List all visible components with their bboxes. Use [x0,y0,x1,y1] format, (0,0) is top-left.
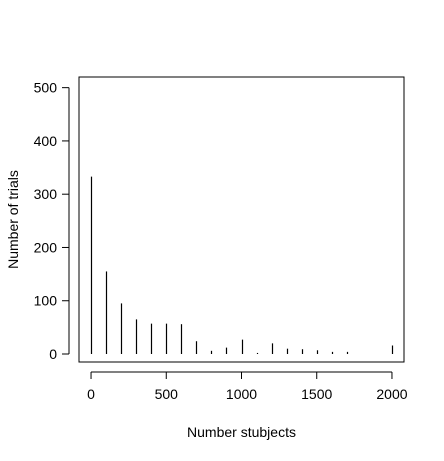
y-tick-label: 300 [34,186,58,202]
y-tick-label: 400 [34,133,58,149]
y-axis: 0 100 200 300 400 500 [34,80,70,362]
x-axis-title: Number stubjects [187,424,296,440]
x-tick-label: 1000 [226,386,257,402]
plot-frame [78,76,405,363]
x-tick-label: 2000 [376,386,407,402]
y-tick-label: 100 [34,293,58,309]
y-tick-label: 0 [49,346,57,362]
x-tick-label: 1500 [301,386,332,402]
x-axis: 0 500 1000 1500 2000 [87,371,408,402]
y-axis-title: Number of trials [5,170,21,269]
x-tick-label: 0 [87,386,95,402]
bars-group [90,176,394,355]
y-tick-label: 500 [34,80,58,96]
y-tick-label: 200 [34,239,58,255]
x-tick-label: 500 [155,386,179,402]
